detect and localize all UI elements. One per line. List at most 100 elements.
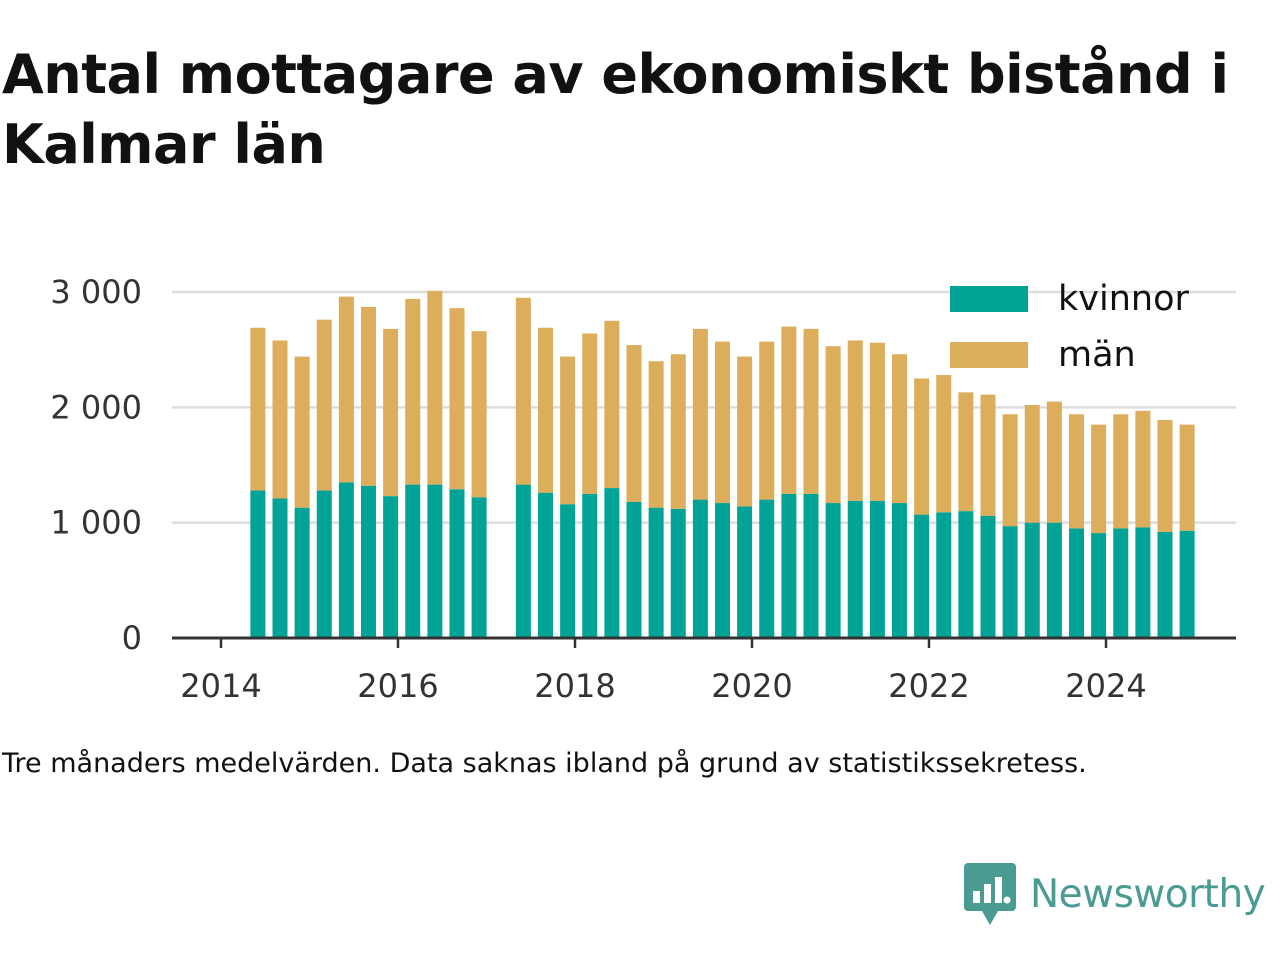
legend-swatch	[950, 286, 1028, 312]
bar-kvinnor	[560, 504, 576, 638]
legend-label: män	[1058, 335, 1136, 375]
bar-man	[847, 340, 863, 501]
bar-man	[781, 326, 797, 494]
bars	[250, 290, 1195, 638]
bar-kvinnor	[781, 493, 797, 638]
bar-kvinnor	[272, 498, 288, 638]
bar-man	[737, 356, 753, 507]
x-tick-label: 2022	[888, 667, 969, 705]
bar-man	[825, 346, 841, 504]
bar-kvinnor	[759, 499, 775, 638]
y-tick-label: 2 000	[50, 388, 142, 426]
x-tick-label: 2018	[534, 667, 615, 705]
bar-kvinnor	[383, 496, 399, 638]
bar-kvinnor	[914, 514, 930, 638]
bar-man	[892, 354, 907, 504]
bar-kvinnor	[936, 512, 952, 638]
bar-man	[1135, 410, 1151, 528]
bar-kvinnor	[1046, 522, 1062, 638]
bar-man	[1069, 414, 1084, 529]
bar-kvinnor	[1002, 526, 1018, 638]
bar-kvinnor	[869, 500, 885, 638]
bar-kvinnor	[1024, 522, 1040, 638]
bar-man	[914, 378, 930, 515]
x-tick-label: 2024	[1065, 667, 1146, 705]
x-tick-label: 2014	[180, 667, 261, 705]
bar-kvinnor	[338, 482, 354, 638]
brand-logo[interactable]: Newsworthy	[964, 862, 1266, 926]
bar-man	[250, 327, 266, 491]
bar-man	[405, 298, 421, 485]
bar-man	[338, 296, 354, 483]
y-tick-label: 3 000	[50, 273, 142, 311]
bar-kvinnor	[471, 497, 487, 638]
bar-kvinnor	[715, 503, 730, 638]
bar-man	[980, 394, 996, 516]
chart-footnote: Tre månaders medelvärden. Data saknas ib…	[2, 748, 1087, 779]
bar-kvinnor	[361, 485, 376, 638]
bar-man	[759, 341, 775, 500]
y-tick-label: 0	[122, 619, 142, 657]
bar-man	[869, 342, 885, 501]
bar-man	[803, 328, 819, 494]
bar-man	[538, 327, 553, 493]
bar-kvinnor	[692, 499, 708, 638]
bar-kvinnor	[1179, 530, 1195, 638]
bar-man	[1091, 424, 1107, 534]
bar-kvinnor	[1069, 528, 1084, 638]
legend: kvinnor män	[950, 279, 1189, 375]
bar-kvinnor	[626, 501, 642, 638]
bar-man	[383, 328, 399, 497]
bar-man	[316, 319, 332, 491]
bar-man	[449, 308, 465, 490]
bar-kvinnor	[737, 506, 753, 638]
bar-man	[427, 290, 443, 485]
legend-swatch	[950, 342, 1028, 368]
bar-kvinnor	[316, 490, 332, 638]
bar-kvinnor	[449, 489, 465, 638]
bar-kvinnor	[1113, 528, 1129, 638]
bar-man	[471, 331, 487, 498]
bar-kvinnor	[515, 484, 531, 638]
bar-man	[1113, 414, 1129, 529]
bar-man	[1024, 405, 1040, 523]
bar-man	[272, 340, 288, 499]
bar-man	[936, 375, 952, 513]
legend-label: kvinnor	[1058, 279, 1189, 319]
bar-kvinnor	[604, 488, 620, 638]
bar-man	[361, 306, 376, 486]
bar-kvinnor	[1157, 531, 1173, 638]
x-tick-label: 2016	[357, 667, 438, 705]
bar-kvinnor	[847, 500, 863, 638]
bar-man	[604, 320, 620, 489]
bar-kvinnor	[405, 484, 421, 638]
bar-kvinnor	[1091, 533, 1107, 638]
bar-kvinnor	[1135, 527, 1151, 638]
bar-man	[715, 341, 730, 504]
bar-kvinnor	[250, 490, 266, 638]
bar-kvinnor	[980, 515, 996, 638]
bar-kvinnor	[538, 492, 553, 638]
bar-kvinnor	[892, 503, 907, 638]
y-tick-label: 1 000	[50, 504, 142, 542]
bar-kvinnor	[958, 511, 974, 638]
bar-kvinnor	[294, 507, 310, 638]
bar-man	[294, 356, 310, 508]
bar-man	[515, 297, 531, 485]
chart-title: Antal mottagare av ekonomiskt bistånd i …	[2, 43, 1229, 176]
bar-kvinnor	[670, 508, 686, 638]
bar-man	[1157, 420, 1173, 532]
bar-man	[626, 345, 642, 502]
bar-man	[1046, 401, 1062, 523]
bar-man	[670, 354, 686, 509]
bar-man	[692, 328, 708, 500]
bar-man	[1002, 414, 1018, 527]
bar-man	[560, 356, 576, 505]
bar-man	[648, 361, 664, 508]
bar-man	[582, 333, 598, 494]
axes: 2014 2016 2018 2020 2022 2024	[172, 636, 1236, 705]
newsworthy-logo-icon	[964, 863, 1016, 925]
bar-man	[1179, 424, 1195, 531]
bar-kvinnor	[582, 493, 598, 638]
